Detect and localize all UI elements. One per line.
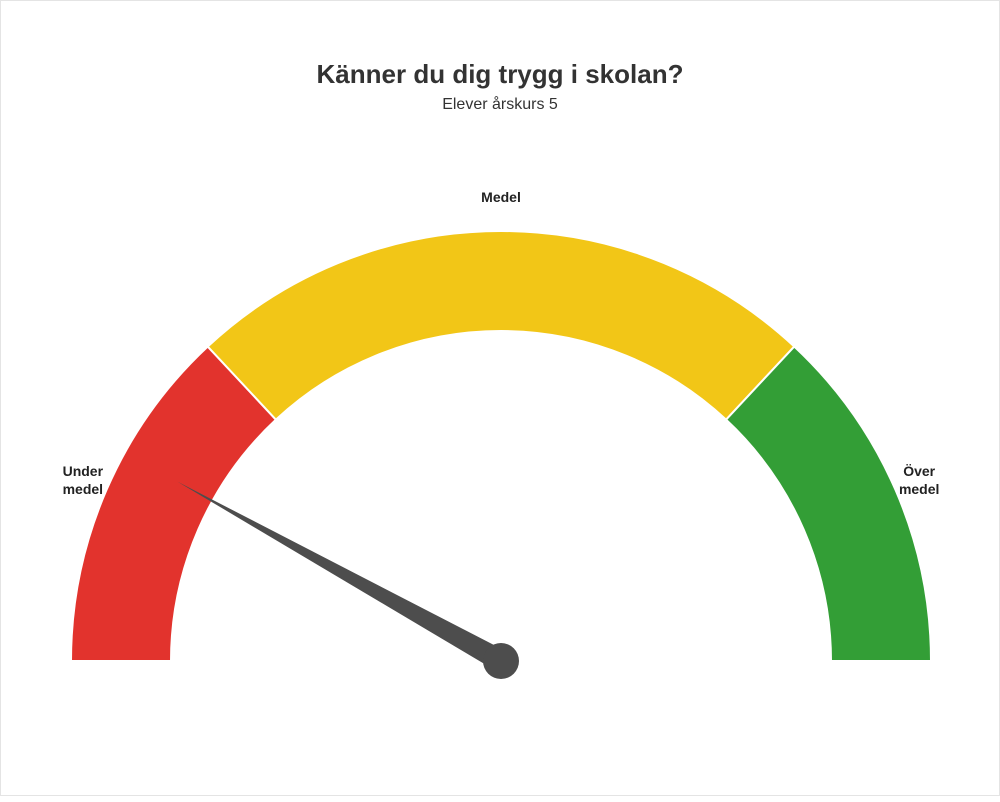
gauge-segment-1 [208,231,795,420]
chart-frame: Känner du dig trygg i skolan? Elever års… [0,0,1000,796]
gauge-segment-2 [726,347,931,661]
gauge-needle [177,482,506,671]
gauge-chart: Under medel Medel Över medel [1,1,1000,797]
gauge-segment-label-2: Över medel [879,463,959,498]
gauge-needle-hub [483,643,519,679]
gauge-segment-0 [71,347,276,661]
gauge-segment-label-0: Under medel [43,463,123,498]
gauge-svg [1,1,1000,797]
gauge-segment-label-1: Medel [461,189,541,207]
